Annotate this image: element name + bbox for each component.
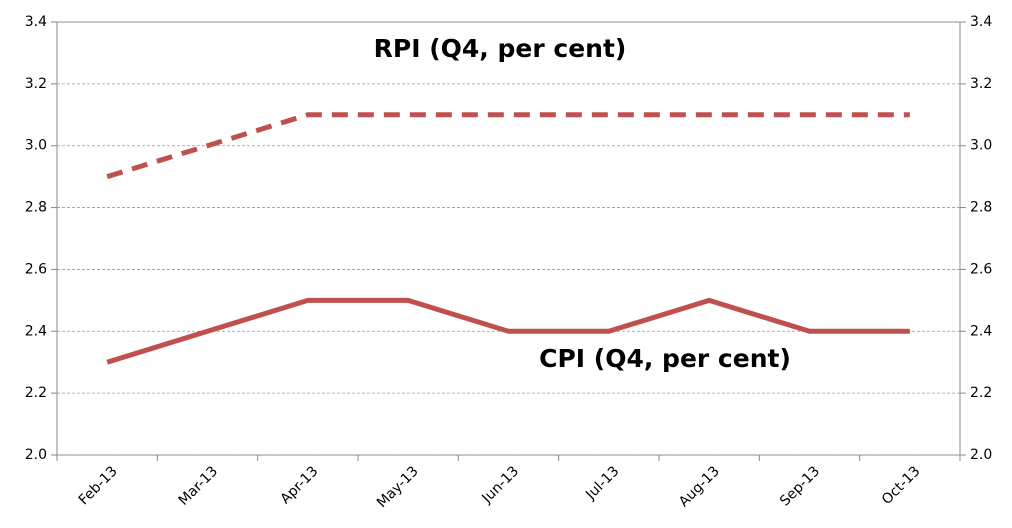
plot-area: [56, 21, 961, 456]
x-tick-label: Mar-13: [176, 463, 222, 509]
series-line: [106, 112, 910, 180]
y2-tick-label: 2.0: [970, 447, 992, 463]
y2-tick-label: 2.8: [970, 200, 992, 216]
x-tick-label: Aug-13: [676, 463, 723, 510]
y-tick-label: 3.0: [25, 138, 47, 154]
x-tick-label: Oct-13: [879, 463, 924, 508]
series-label: CPI (Q4, per cent): [539, 344, 791, 373]
y-tick-label: 3.4: [25, 14, 47, 30]
x-tick-label: Apr-13: [278, 463, 322, 507]
y2-tick-label: 2.6: [970, 261, 992, 277]
series-label: RPI (Q4, per cent): [374, 34, 627, 63]
series-line: [106, 297, 910, 365]
y2-tick-label: 3.0: [970, 138, 992, 154]
x-tick-label: Feb-13: [76, 463, 121, 508]
y-tick-label: 2.2: [25, 385, 47, 401]
x-tick-label: May-13: [374, 463, 422, 511]
y-tick-label: 3.2: [25, 76, 47, 92]
y-tick-label: 2.6: [25, 261, 47, 277]
x-tick-label: Jun-13: [478, 463, 522, 507]
y2-tick-label: 2.2: [970, 385, 992, 401]
y-tick-label: 2.8: [25, 200, 47, 216]
x-tick-label: Jul-13: [582, 463, 622, 503]
y2-tick-label: 3.4: [970, 14, 992, 30]
y2-tick-label: 3.2: [970, 76, 992, 92]
y2-tick-label: 2.4: [970, 323, 992, 339]
y-tick-label: 2.0: [25, 447, 47, 463]
y-tick-label: 2.4: [25, 323, 47, 339]
x-tick-label: Sep-13: [777, 463, 823, 509]
